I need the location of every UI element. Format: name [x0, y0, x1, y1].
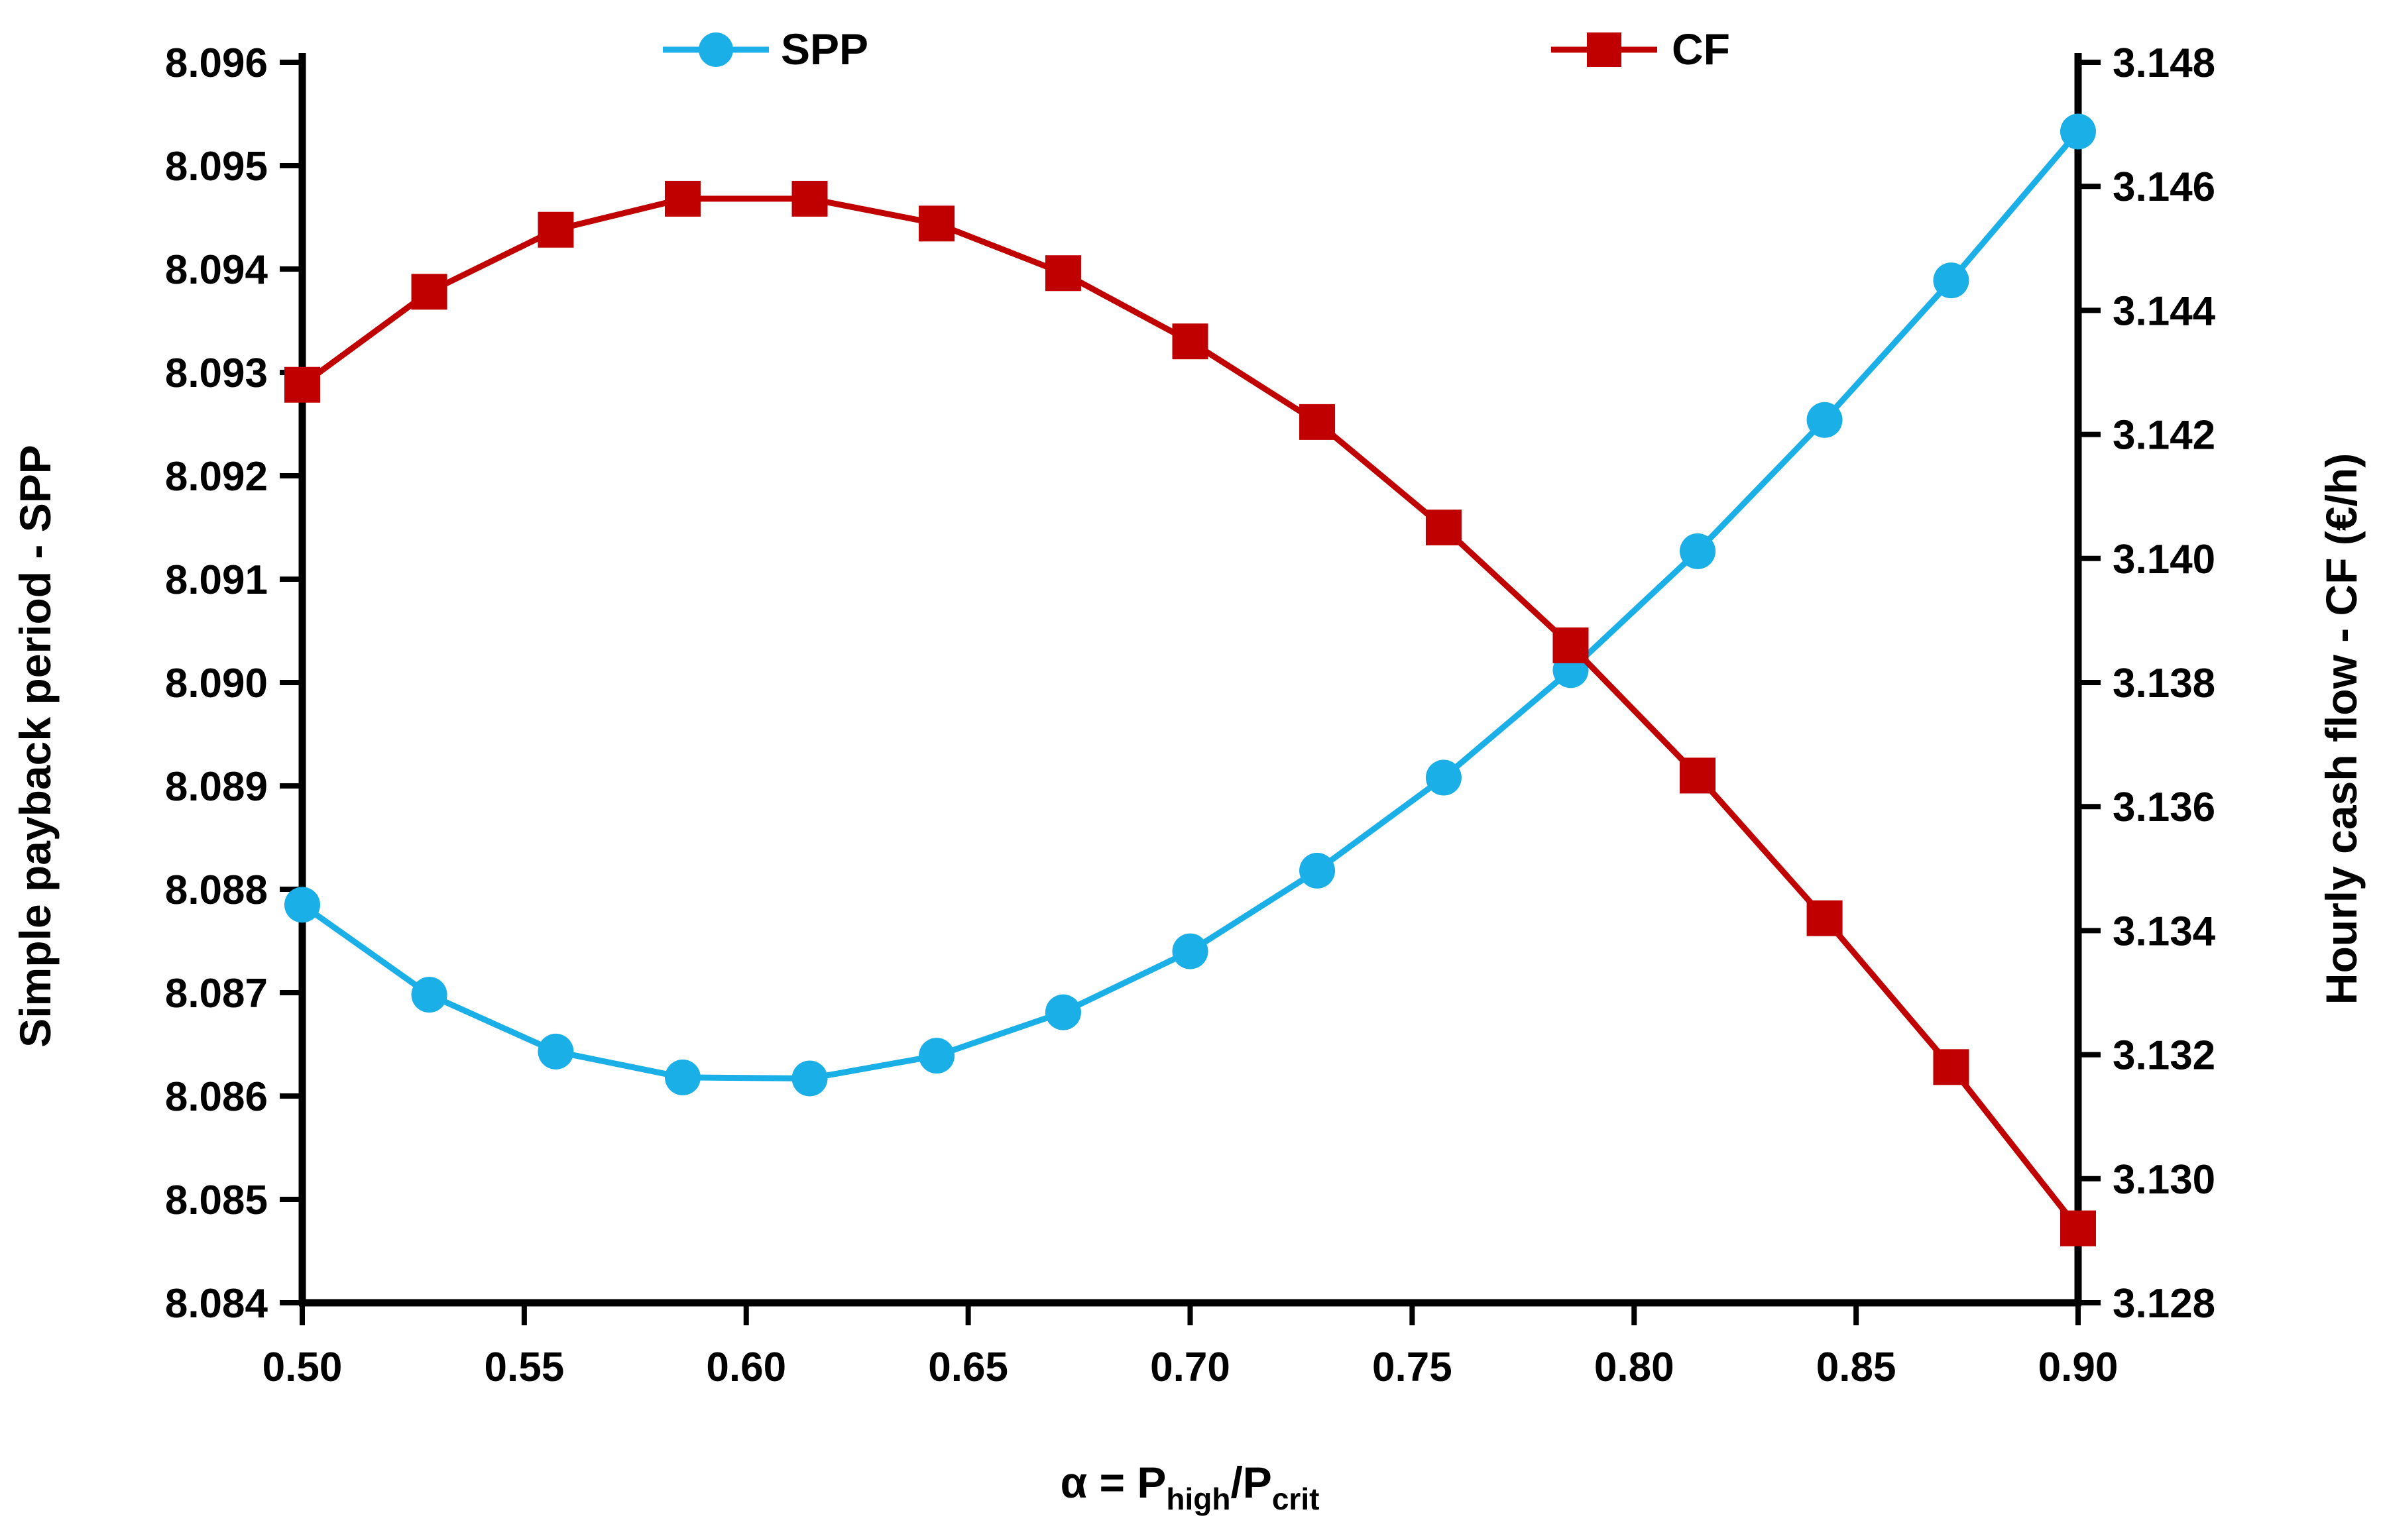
- y-right-tick-label: 3.148: [2113, 40, 2215, 86]
- legend-label-spp: SPP: [781, 25, 868, 74]
- x-axis-title-prefix: α = P: [1061, 1458, 1167, 1507]
- y-right-tick-label: 3.142: [2113, 413, 2215, 459]
- y-left-tick-label: 8.091: [165, 557, 268, 603]
- data-point-cf: [1680, 757, 1716, 794]
- y-left-tick-label: 8.092: [165, 454, 268, 500]
- data-point-spp: [1680, 533, 1716, 569]
- data-point-cf: [1806, 900, 1843, 936]
- y-left-tick-label: 8.095: [165, 144, 268, 190]
- x-tick-label: 0.60: [706, 1345, 786, 1390]
- data-point-cf: [1172, 323, 1208, 360]
- data-point-spp: [1045, 994, 1081, 1030]
- series-spp: [284, 113, 2096, 1097]
- y-right-tick-label: 3.134: [2113, 908, 2216, 954]
- data-point-cf: [791, 180, 828, 217]
- x-tick-label: 0.50: [262, 1345, 343, 1390]
- x-tick-label: 0.70: [1150, 1345, 1230, 1390]
- data-point-spp: [411, 977, 447, 1013]
- x-tick-label: 0.90: [2038, 1345, 2119, 1390]
- y-right-tick-label: 3.132: [2113, 1033, 2215, 1079]
- right-y-ticks: 3.128 3.130 3.132 3.134 3.136 3.138 3.140 3.142…: [2078, 40, 2216, 1327]
- data-point-cf: [411, 274, 447, 310]
- y-right-tick-label: 3.146: [2113, 164, 2215, 210]
- y-left-tick-label: 8.085: [165, 1178, 268, 1223]
- x-tick-label: 0.55: [485, 1345, 565, 1390]
- x-tick-label: 0.80: [1594, 1345, 1674, 1390]
- legend-entry-spp: SPP: [663, 25, 868, 74]
- legend-marker-spp: [699, 32, 733, 67]
- y-axis-right-title: Hourly cash flow - CF (€/h): [2317, 453, 2366, 1005]
- y-left-tick-label: 8.086: [165, 1074, 268, 1120]
- y-left-tick-label: 8.089: [165, 764, 268, 810]
- y-left-tick-label: 8.084: [165, 1281, 268, 1327]
- data-point-cf: [1425, 510, 1462, 545]
- data-point-spp: [284, 887, 320, 923]
- data-point-spp: [1172, 933, 1208, 969]
- y-left-tick-label: 8.088: [165, 867, 268, 913]
- x-tick-label: 0.75: [1372, 1345, 1452, 1390]
- y-right-tick-label: 3.136: [2113, 785, 2215, 830]
- data-point-cf: [664, 180, 701, 217]
- data-point-cf: [284, 366, 320, 403]
- data-point-spp: [2060, 113, 2096, 150]
- data-point-spp: [664, 1059, 701, 1095]
- left-y-ticks: 8.084 8.085 8.086 8.087 8.088 8.089 8.090 8.091…: [165, 40, 302, 1327]
- x-ticks: 0.50 0.55 0.60 0.65 0.70 0.75 0.80 0.85 0.90: [262, 1303, 2119, 1390]
- data-point-spp: [1425, 759, 1462, 796]
- data-point-spp: [1933, 262, 1969, 299]
- y-left-tick-label: 8.090: [165, 661, 268, 706]
- data-point-cf: [2060, 1210, 2096, 1246]
- x-axis-title-sub2: crit: [1272, 1482, 1320, 1516]
- data-point-cf: [1933, 1049, 1969, 1085]
- legend-label-cf: CF: [1672, 25, 1730, 74]
- y-right-tick-label: 3.144: [2113, 288, 2216, 334]
- x-tick-label: 0.85: [1816, 1345, 1896, 1390]
- y-right-tick-label: 3.140: [2113, 537, 2215, 582]
- data-point-cf: [1299, 404, 1336, 440]
- x-axis-title-sub1: high: [1166, 1482, 1230, 1516]
- y-right-tick-label: 3.138: [2113, 661, 2215, 706]
- data-point-spp: [791, 1060, 828, 1097]
- data-point-spp: [919, 1038, 955, 1074]
- data-point-cf: [538, 211, 574, 248]
- legend: SPP CF: [663, 25, 1730, 74]
- y-left-tick-label: 8.093: [165, 351, 268, 396]
- series-cf: [284, 180, 2096, 1246]
- y-axis-left-title: Simple payback period - SPP: [11, 445, 60, 1048]
- y-left-tick-label: 8.096: [165, 40, 268, 86]
- y-right-tick-label: 3.130: [2113, 1157, 2215, 1203]
- data-point-cf: [1552, 627, 1589, 663]
- data-point-spp: [1806, 402, 1843, 438]
- data-point-cf: [919, 205, 955, 242]
- legend-marker-cf: [1587, 32, 1621, 67]
- legend-entry-cf: CF: [1551, 25, 1730, 74]
- data-point-spp: [1299, 852, 1336, 889]
- y-left-tick-label: 8.087: [165, 971, 268, 1017]
- x-tick-label: 0.65: [928, 1345, 1008, 1390]
- y-left-tick-label: 8.094: [165, 247, 268, 293]
- data-point-cf: [1045, 255, 1081, 292]
- y-right-tick-label: 3.128: [2113, 1281, 2215, 1327]
- x-axis-title-mid: /P: [1230, 1458, 1271, 1507]
- x-axis-title: α = Phigh/Pcrit: [1061, 1458, 1320, 1516]
- data-point-spp: [538, 1033, 574, 1070]
